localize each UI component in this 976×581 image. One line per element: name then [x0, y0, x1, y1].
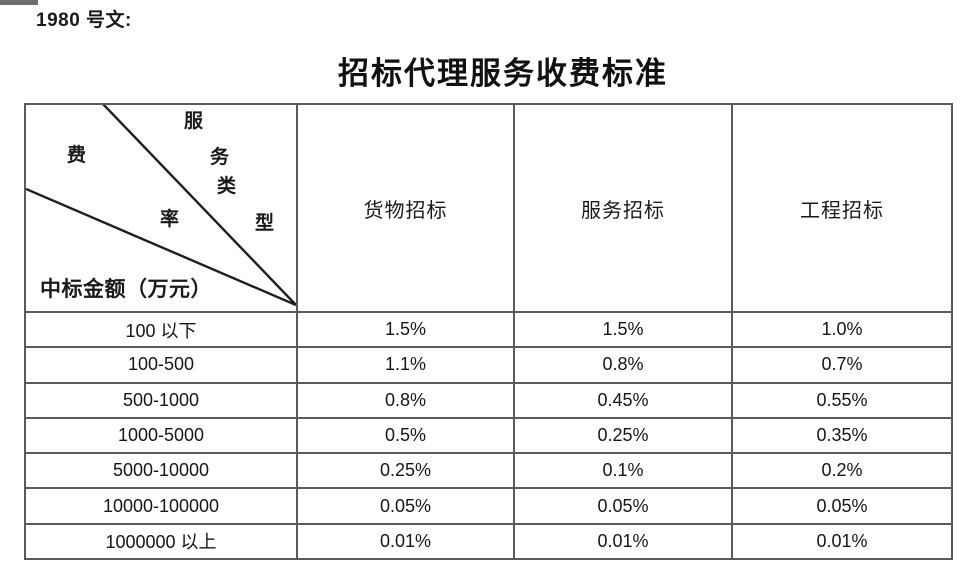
corner-fee-rate-char: 率 [160, 209, 180, 230]
rate-value: 0.25% [298, 454, 515, 490]
corner-amount-label: 中标金额（万元） [40, 277, 212, 301]
corner-service-type-char: 服 [184, 111, 204, 132]
document-number-label: 1980 号文: [36, 10, 132, 31]
row-amount-label: 1000-5000 [26, 418, 298, 455]
rate-value: 0.1% [515, 454, 733, 490]
page-edge-artifact [0, 0, 38, 5]
rate-value: 0.5% [298, 418, 515, 455]
row-amount-label: 500-1000 [26, 383, 298, 419]
column-header-service: 服务招标 [515, 105, 733, 313]
rate-value: 0.8% [298, 383, 515, 419]
corner-header-cell: 服 务 类 型 费 率 中标金额（万元） [26, 105, 298, 313]
row-amount-label: 5000-10000 [26, 454, 298, 490]
rate-value: 0.05% [733, 489, 953, 525]
rate-value: 0.55% [733, 383, 953, 419]
corner-service-type-char: 类 [217, 176, 237, 197]
rate-value: 0.01% [515, 524, 733, 561]
fee-standard-table: 服 务 类 型 费 率 中标金额（万元） 货物招标 服务招标 工程招标 100 … [24, 103, 953, 561]
rate-value: 1.0% [733, 313, 953, 349]
rate-value: 0.05% [515, 489, 733, 525]
row-amount-label: 1000000 以上 [26, 524, 298, 561]
rate-value: 0.25% [515, 418, 733, 455]
corner-service-type-char: 型 [255, 213, 275, 234]
rate-value: 0.01% [298, 524, 515, 561]
corner-fee-rate-char: 费 [67, 145, 87, 166]
column-header-goods: 货物招标 [298, 105, 515, 313]
rate-value: 0.35% [733, 418, 953, 455]
row-amount-label: 100-500 [26, 348, 298, 384]
rate-value: 0.01% [733, 524, 953, 561]
rate-value: 1.5% [298, 313, 515, 349]
rate-value: 1.1% [298, 348, 515, 384]
row-amount-label: 100 以下 [26, 313, 298, 349]
rate-value: 0.8% [515, 348, 733, 384]
rate-value: 0.05% [298, 489, 515, 525]
row-amount-label: 10000-100000 [26, 489, 298, 525]
column-header-engineering: 工程招标 [733, 105, 953, 313]
rate-value: 0.7% [733, 348, 953, 384]
rate-value: 1.5% [515, 313, 733, 349]
corner-service-type-char: 务 [210, 147, 230, 168]
rate-value: 0.45% [515, 383, 733, 419]
rate-value: 0.2% [733, 454, 953, 490]
diagonal-divider-lines [26, 105, 296, 307]
page-title: 招标代理服务收费标准 [338, 56, 668, 91]
